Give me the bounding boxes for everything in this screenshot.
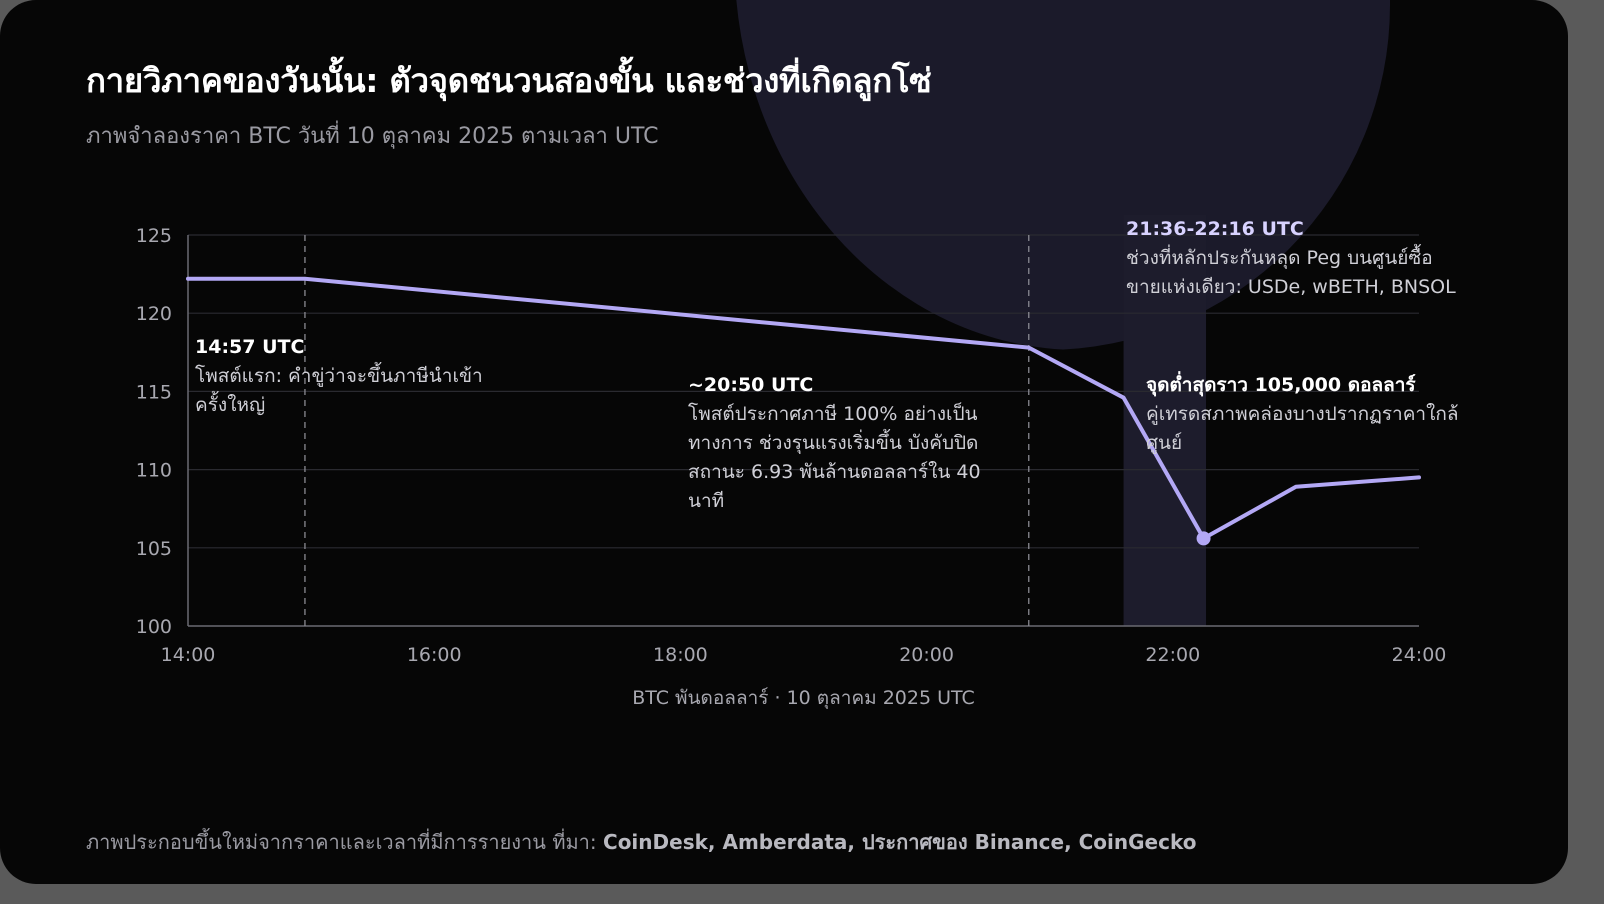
annotation-line: ขายแห่งเดียว: USDe, wBETH, BNSOL [1126, 276, 1456, 298]
x-tick-label: 22:00 [1145, 644, 1200, 666]
annotation-line: คู่เทรดสภาพคล่องบางปรากฏราคาใกล้ [1146, 403, 1459, 425]
source-footer: ภาพประกอบขึ้นใหม่จากราคาและเวลาที่มีการร… [86, 826, 1196, 858]
footer-sources: CoinDesk, Amberdata, ประกาศของ Binance, … [603, 830, 1197, 854]
y-tick-label: 125 [136, 225, 172, 247]
footer-prefix: ภาพประกอบขึ้นใหม่จากราคาและเวลาที่มีการร… [86, 830, 604, 854]
y-tick-label: 100 [136, 616, 172, 638]
y-tick-label: 115 [136, 381, 172, 403]
annotation-low-point: จุดต่ำสุดราว 105,000 ดอลลาร์ คู่เทรดสภาพ… [1146, 371, 1459, 458]
x-axis-title: BTC พันดอลลาร์ · 10 ตุลาคม 2025 UTC [632, 687, 975, 710]
y-tick-label: 110 [136, 460, 172, 482]
page-title: กายวิภาคของวันนั้น: ตัวจุดชนวนสองขั้น แล… [86, 61, 932, 100]
x-tick-label: 20:00 [899, 644, 954, 666]
y-tick-label: 105 [136, 538, 172, 560]
annotation-tariff-post: ~20:50 UTC โพสต์ประกาศภาษี 100% อย่างเป็… [688, 371, 981, 516]
page-subtitle: ภาพจำลองราคา BTC วันที่ 10 ตุลาคม 2025 ต… [86, 124, 659, 149]
btc-price-line [186, 276, 1421, 541]
annotation-line: นาที [688, 490, 725, 512]
annotation-heading: จุดต่ำสุดราว 105,000 ดอลลาร์ [1146, 374, 1416, 396]
x-tick-label: 18:00 [653, 644, 708, 666]
annotation-line: ทางการ ช่วงรุนแรงเริ่มขึ้น บังคับปิด [688, 432, 979, 454]
annotation-first-post: 14:57 UTC โพสต์แรก: คำขู่ว่าจะขึ้นภาษีนำ… [195, 333, 483, 420]
x-tick-label: 16:00 [407, 644, 462, 666]
annotation-heading: 21:36-22:16 UTC [1126, 218, 1304, 240]
annotation-line: สถานะ 6.93 พันล้านดอลลาร์ใน 40 [688, 461, 981, 483]
price-line-chart: 100 105 110 115 120 125 14:00 16:00 18:00 20:00 22… [136, 215, 1447, 710]
annotation-heading: ~20:50 UTC [688, 374, 814, 396]
annotation-depeg-window: 21:36-22:16 UTC ช่วงที่หลักประกันหลุด Pe… [1126, 215, 1456, 302]
y-tick-label: 120 [136, 303, 172, 325]
annotation-line: โพสต์แรก: คำขู่ว่าจะขึ้นภาษีนำเข้า [195, 365, 483, 387]
annotation-line: ช่วงที่หลักประกันหลุด Peg บนศูนย์ซื้อ [1126, 247, 1433, 269]
annotation-line: ครั้งใหญ่ [195, 394, 266, 416]
annotation-heading: 14:57 UTC [195, 336, 305, 358]
chart-card: กายวิภาคของวันนั้น: ตัวจุดชนวนสองขั้น แล… [0, 0, 1568, 884]
low-point-marker [1196, 531, 1211, 546]
x-tick-label: 14:00 [161, 644, 216, 666]
x-tick-label: 24:00 [1392, 644, 1447, 666]
annotation-line: ศูนย์ [1146, 432, 1183, 454]
annotation-line: โพสต์ประกาศภาษี 100% อย่างเป็น [688, 403, 978, 425]
